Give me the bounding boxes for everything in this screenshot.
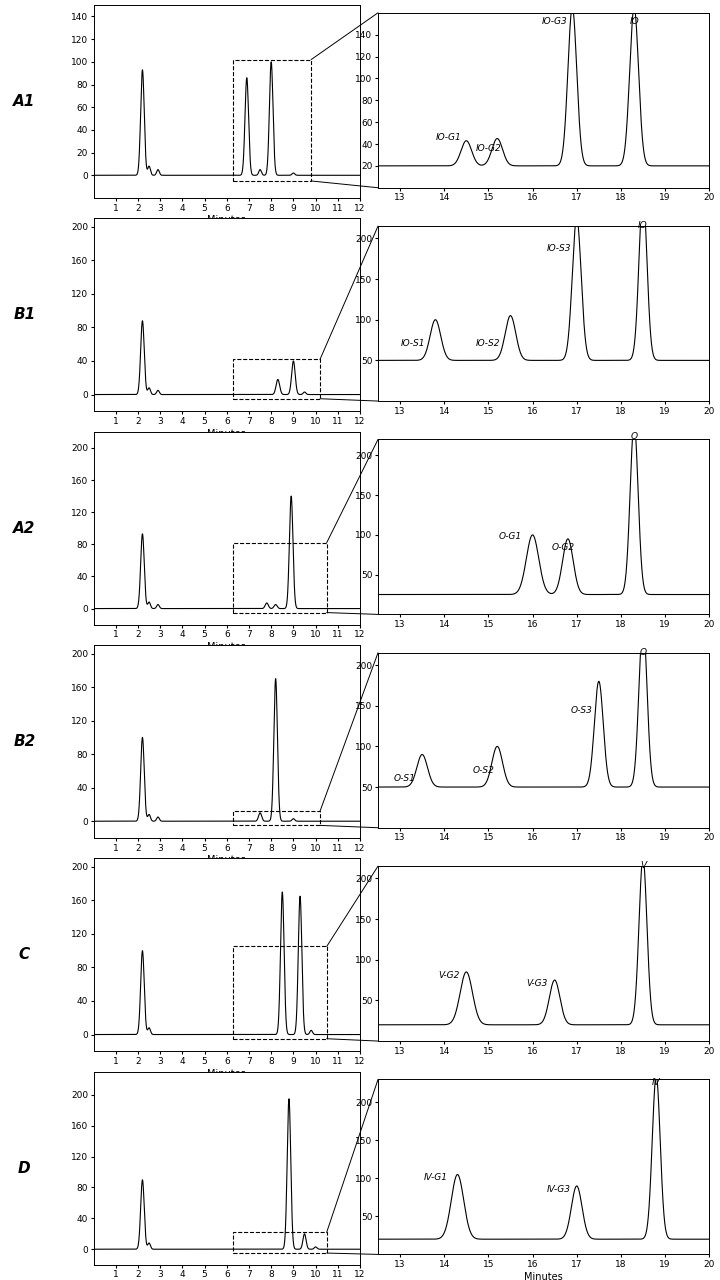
Text: O-S1: O-S1 <box>394 774 415 783</box>
Text: B2: B2 <box>13 733 35 749</box>
Text: O: O <box>639 648 647 657</box>
Text: V-G3: V-G3 <box>526 979 548 988</box>
Text: O-G1: O-G1 <box>499 532 522 541</box>
Text: O-S3: O-S3 <box>570 707 592 716</box>
Text: IO-S3: IO-S3 <box>546 244 571 253</box>
Text: IO-G1: IO-G1 <box>436 133 462 142</box>
Text: C: C <box>19 947 30 963</box>
Text: A2: A2 <box>13 521 35 536</box>
Text: D: D <box>18 1161 31 1176</box>
Text: A1: A1 <box>13 93 35 109</box>
X-axis label: Minutes: Minutes <box>207 215 246 225</box>
Text: O-G2: O-G2 <box>552 544 575 553</box>
Text: IV-G3: IV-G3 <box>547 1184 571 1193</box>
Bar <box>233 60 311 180</box>
Text: IO-S1: IO-S1 <box>401 339 426 348</box>
Bar <box>233 1233 327 1253</box>
Text: B1: B1 <box>13 307 35 323</box>
Text: V-G2: V-G2 <box>438 972 459 980</box>
X-axis label: Minutes: Minutes <box>207 429 246 439</box>
Bar <box>233 543 327 613</box>
Text: IO-S2: IO-S2 <box>476 339 500 348</box>
Text: IO: IO <box>629 17 639 26</box>
Text: IO-G2: IO-G2 <box>475 143 501 152</box>
Text: IO: IO <box>638 221 648 230</box>
Text: O-S2: O-S2 <box>473 765 495 774</box>
Bar <box>233 360 320 399</box>
Bar <box>233 812 320 826</box>
Text: IO-G3: IO-G3 <box>541 17 567 26</box>
Text: O: O <box>631 433 638 442</box>
X-axis label: Minutes: Minutes <box>207 855 246 865</box>
Bar <box>233 946 327 1039</box>
X-axis label: Minutes: Minutes <box>207 643 246 652</box>
Text: IV: IV <box>652 1078 660 1087</box>
Text: V: V <box>640 861 646 870</box>
Text: IV-G1: IV-G1 <box>423 1174 447 1183</box>
X-axis label: Minutes: Minutes <box>207 1069 246 1079</box>
X-axis label: Minutes: Minutes <box>524 1272 563 1280</box>
